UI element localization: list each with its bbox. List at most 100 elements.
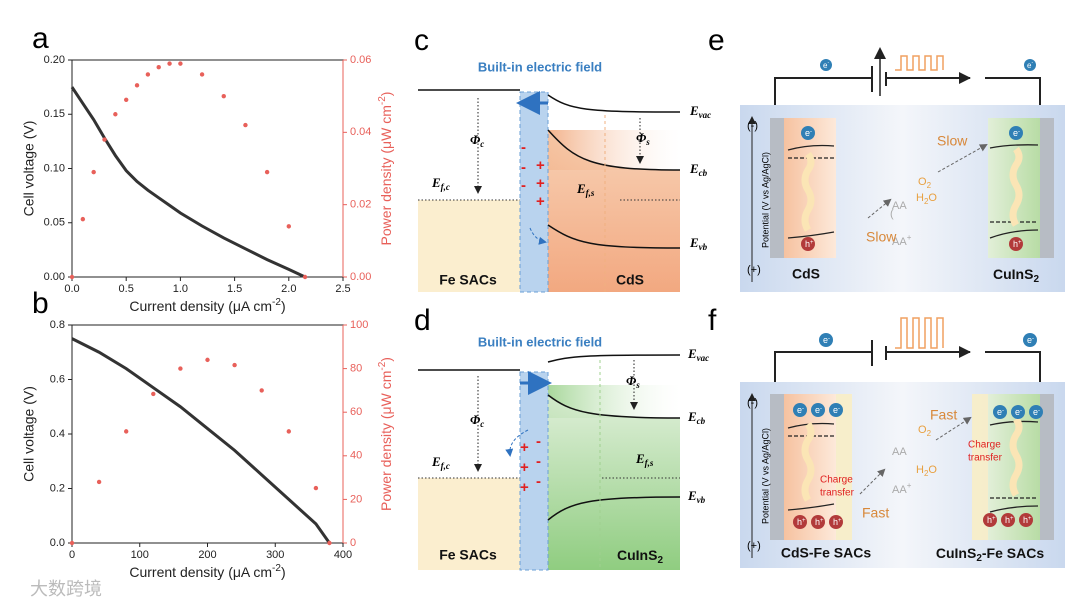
material: CdS [792,266,820,282]
y2-tick-label: 0.02 [350,199,371,211]
evb: Evb [689,235,708,252]
excitation [801,421,815,502]
panel-c: c Built-in electric field Φc Φs Ef,c Ef,… [414,24,711,293]
y-tick-label: 0.10 [44,162,65,174]
power-point [178,61,183,66]
electron: e- [815,405,822,415]
power-point [313,485,319,491]
y-tick-label: 0.00 [44,271,65,283]
panel-label: d [414,304,431,337]
carrier-dot [983,513,997,527]
semiconductor-region [548,130,680,292]
carrier-dot [829,403,843,417]
transfer-arrow [937,144,988,173]
carrier-dot [1011,405,1025,419]
charge: - [536,473,541,490]
power-point [259,388,264,393]
charge: + [536,175,545,192]
excitation [801,151,815,232]
panel-e: e (-) (+) Potential (V vs Ag/AgCl) e- h+… [708,24,1065,292]
material: CuInS2-Fe SACs [936,545,1044,564]
x-tick-label: 0.5 [119,283,134,295]
charge: + [520,439,529,456]
circuit [774,340,1041,382]
x-axis-label: Current density (μA cm-2) [129,563,285,580]
y-tick-label: 0.8 [50,319,65,331]
y2-axis-label: Power density (μW cm-2) [377,92,394,246]
species: H2O [916,464,937,478]
phi-s: Φs [626,373,640,390]
hole: h+ [1005,515,1014,525]
y2-tick-label: 0.04 [350,126,371,138]
power-point [96,479,102,485]
transfer-arrow [859,468,886,495]
evb: Evb [687,488,706,505]
electron: e- [797,405,804,415]
charts: a0.0 0.5 1.0 1.5 2.0 2.50.000.050.100.150.200… [21,22,394,580]
x-tick-label: 1.5 [227,283,242,295]
axis-label: Potential (V vs Ag/AgCl) [760,428,770,524]
x-tick-label: 300 [266,549,284,561]
ecb: Ecb [689,161,708,178]
material: CdS [616,272,644,288]
species: AA [892,446,907,458]
pos: (+) [747,264,761,276]
charge: + [520,479,529,496]
panel-d: d Built-in electric field Φc Φs Ef,c Ef,… [414,304,709,571]
transfer-arrow [935,416,972,441]
charge: - [521,177,526,194]
field-label: Built-in electric field [478,334,602,349]
axis-label: Potential (V vs Ag/AgCl) [760,152,770,248]
material: CuInS2 [617,547,663,566]
transfer: Charge [820,475,853,486]
power-point [221,93,226,99]
charge: - [521,159,526,176]
phi-s: Φs [636,130,650,147]
charge: + [536,157,545,174]
carrier-dot [993,405,1007,419]
y2-tick-label: 0.06 [350,54,371,66]
y-tick-label: 0.6 [50,373,65,385]
vb-edge [547,496,681,521]
x-tick-label: 2.5 [335,283,350,295]
carrier-dot [1029,405,1043,419]
power-point [205,357,210,363]
hole: h+ [1023,515,1032,525]
y-tick-label: 0.15 [44,108,65,120]
electron: e- [805,128,812,138]
hole: h+ [833,517,842,527]
depletion-band [519,91,549,293]
y-tick-label: 0.0 [50,537,65,549]
vacuum-level [547,94,681,113]
material: Fe SACs [439,547,497,563]
power-point [178,366,183,371]
power-point [327,540,332,546]
species: AA+ [892,233,912,248]
plot-frame [71,59,344,278]
semiconductor-region [548,395,680,570]
y2-tick-label: 20 [350,493,362,505]
y2-tick-label: 0 [350,537,356,549]
voltage-line [70,86,306,279]
carriers: e- h+ e- h+ e- e- [801,59,1036,251]
power-point [69,540,75,546]
power-point [124,429,129,434]
y-tick-label: 0.05 [44,217,65,229]
rate: Fast [930,407,957,423]
pos: (+) [747,540,761,552]
cb-edge [547,129,681,171]
charges: - - - + + + [521,139,545,210]
species: AA [892,200,907,212]
y2-tick-label: 40 [350,450,362,462]
power-point [302,274,308,280]
electron: e- [1033,407,1040,417]
charges: - - - + + + [520,433,541,496]
power-point [156,65,161,70]
power-point [69,274,75,280]
y2-tick-label: 100 [350,319,368,331]
y2-tick-label: 0.00 [350,271,371,283]
charge: - [536,453,541,470]
carrier-dot [819,333,833,347]
charge: + [520,459,529,476]
